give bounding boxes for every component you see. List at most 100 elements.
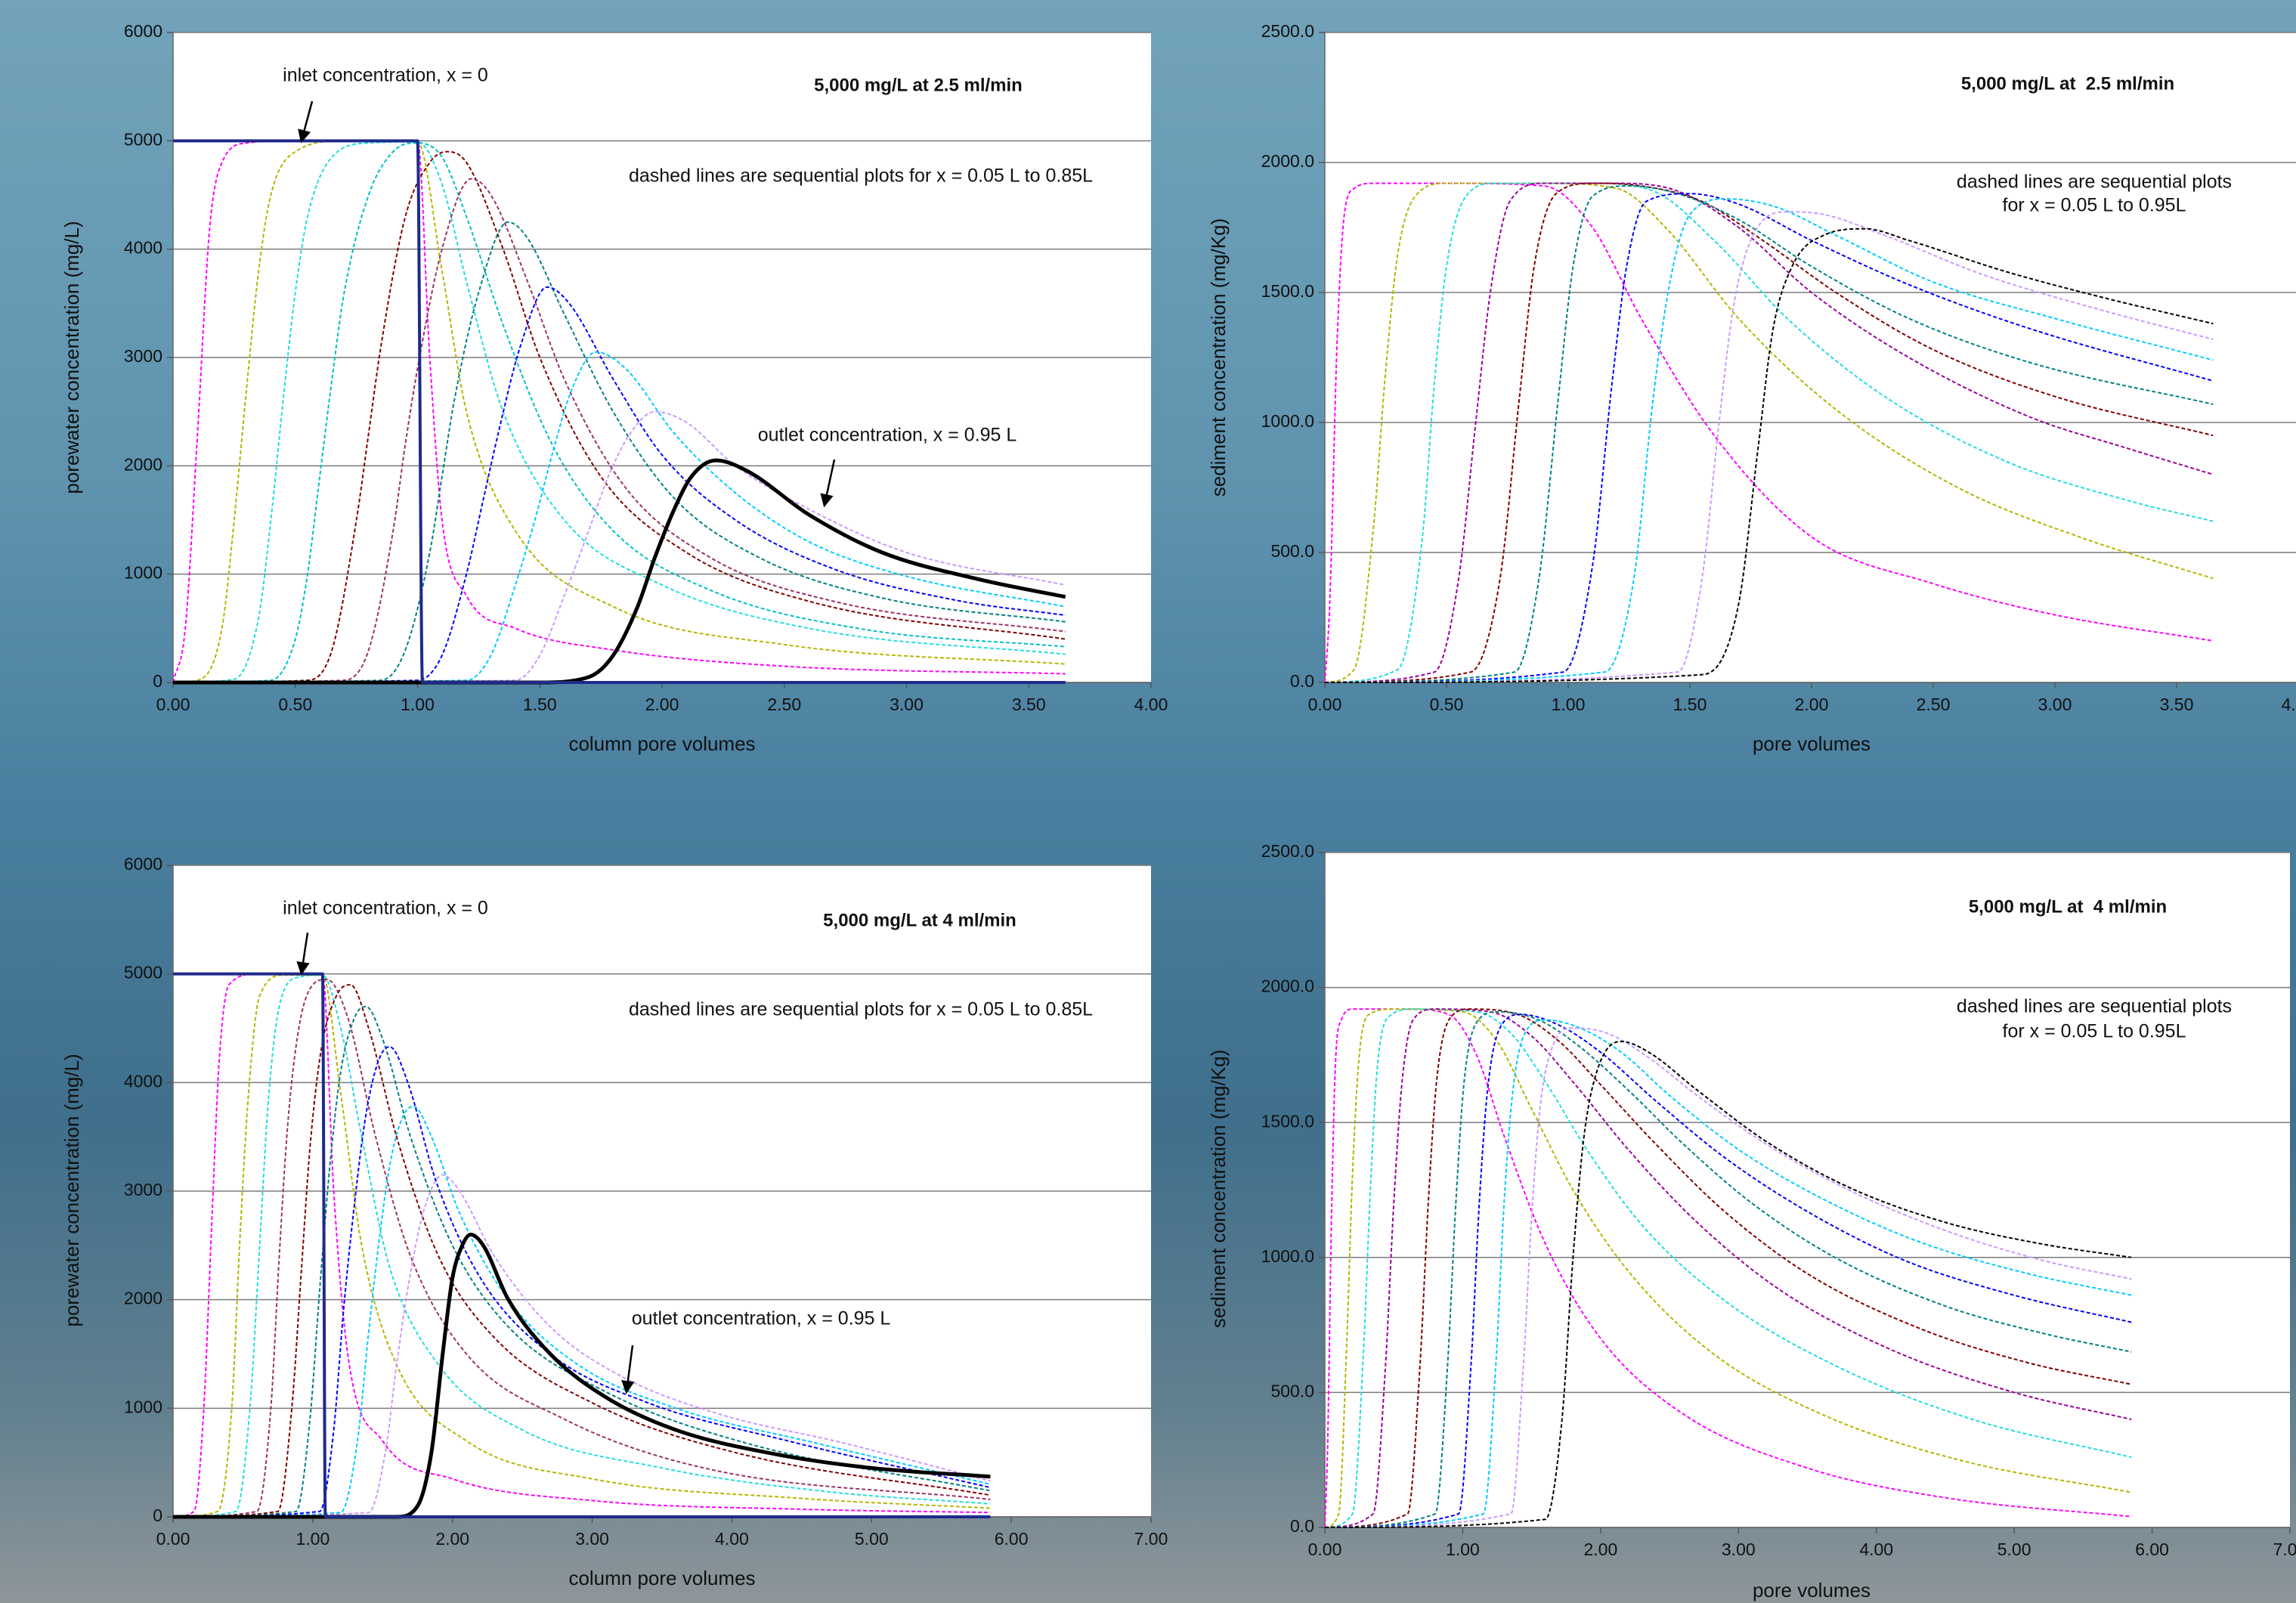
data-line <box>1324 1008 2132 1528</box>
data-line <box>172 410 1066 683</box>
x-tick-label: 3.50 <box>2160 695 2194 714</box>
y-tick-label: 3000 <box>124 1180 162 1199</box>
x-tick-label: 3.00 <box>890 695 924 714</box>
y-tick-label: 500.0 <box>1270 541 1314 561</box>
x-tick-label: 1.00 <box>1552 695 1586 714</box>
y-tick-label: 1000.0 <box>1261 411 1314 431</box>
y-tick-label: 0 <box>153 671 162 691</box>
x-tick-label: 7.00 <box>2273 1540 2296 1559</box>
annotation: dashed lines are sequential plots for x … <box>629 999 1093 1020</box>
x-axis-title: column pore volumes <box>568 732 755 755</box>
data-line <box>1324 182 2214 683</box>
annotation-arrow <box>296 932 310 976</box>
y-tick-label: 6000 <box>124 21 162 41</box>
x-tick-label: 4.00 <box>1859 1540 1893 1559</box>
x-tick-label: 3.00 <box>575 1529 609 1549</box>
x-tick-label: 3.00 <box>2038 695 2072 714</box>
x-tick-label: 2.00 <box>645 695 679 714</box>
data-line <box>1324 1027 2132 1528</box>
x-tick-label: 3.50 <box>1012 695 1046 714</box>
x-tick-label: 4.00 <box>715 1529 749 1549</box>
chart-title: 5,000 mg/L at 2.5 ml/min <box>814 75 1023 95</box>
data-line <box>1324 1008 2132 1528</box>
y-tick-label: 2000.0 <box>1261 151 1314 171</box>
data-line <box>1324 1019 2132 1528</box>
y-tick-label: 5000 <box>124 129 162 149</box>
y-tick-label: 5000 <box>124 963 162 983</box>
annotation: outlet concentration, x = 0.95 L <box>758 425 1017 446</box>
data-line <box>172 351 1066 683</box>
data-line <box>172 984 991 1518</box>
x-axis-title: column pore volumes <box>568 1567 755 1589</box>
x-tick-label: 2.00 <box>1583 1540 1617 1559</box>
y-axis-title: porewater concentration (mg/L) <box>60 221 83 494</box>
chart: 0.0 500.0 1000.0 1500.0 2000.0 2500.0 0.00 1.00… <box>1207 841 2296 1601</box>
data-line <box>172 1105 991 1518</box>
data-line <box>1324 193 2214 683</box>
x-axis-title: pore volumes <box>1753 732 1871 755</box>
chart: 0.0 500.0 1000.0 1500.0 2000.0 2500.0 0.00 0.50… <box>1207 21 2296 755</box>
annotation: for x = 0.05 L to 0.95L <box>2003 195 2186 216</box>
y-axis-title: sediment concentration (mg/Kg) <box>1207 218 1230 497</box>
data-line <box>172 978 991 1518</box>
chart-title: 5,000 mg/L at 4 ml/min <box>1969 896 2167 917</box>
plot-area <box>1325 32 2296 682</box>
data-line <box>1324 182 2214 683</box>
x-tick-label: 0.50 <box>278 695 312 714</box>
y-tick-label: 6000 <box>124 854 162 874</box>
y-tick-label: 1000 <box>124 1397 162 1416</box>
x-tick-label: 0.00 <box>156 695 190 714</box>
annotation: dashed lines are sequential plots for x … <box>629 166 1093 187</box>
x-tick-label: 2.00 <box>1795 695 1829 714</box>
x-tick-label: 1.00 <box>296 1529 330 1549</box>
annotation: dashed lines are sequential plots <box>1957 996 2232 1017</box>
data-line <box>173 1232 991 1519</box>
y-tick-label: 0 <box>153 1506 162 1525</box>
x-tick-label: 4.00 <box>2282 695 2296 714</box>
x-tick-label: 1.50 <box>523 695 557 714</box>
data-line <box>1324 182 2214 683</box>
chart-title: 5,000 mg/L at 4 ml/min <box>823 910 1016 930</box>
y-tick-label: 1500.0 <box>1261 281 1314 301</box>
data-line <box>172 973 991 1518</box>
data-line <box>1324 211 2214 683</box>
annotation: dashed lines are sequential plots <box>1957 172 2232 193</box>
data-line <box>1324 184 2214 683</box>
y-tick-label: 1000 <box>124 563 162 583</box>
plot-area <box>1325 853 2290 1527</box>
data-line <box>1324 182 2214 683</box>
data-line <box>172 140 1066 683</box>
data-line <box>172 142 1066 683</box>
x-tick-label: 4.00 <box>1134 695 1168 714</box>
x-axis-title: pore volumes <box>1753 1579 1871 1601</box>
data-line <box>172 1005 991 1518</box>
y-tick-label: 2000 <box>124 1289 162 1308</box>
x-tick-label: 1.00 <box>1446 1540 1480 1559</box>
x-tick-label: 7.00 <box>1134 1529 1168 1549</box>
x-tick-label: 3.00 <box>1722 1540 1756 1559</box>
x-tick-label: 2.00 <box>435 1529 469 1549</box>
y-tick-label: 0.0 <box>1290 1516 1314 1536</box>
chart: 0 1000 2000 3000 4000 5000 6000 0.00 0.50 1.00 1.5… <box>60 21 1168 755</box>
data-line <box>172 140 1066 683</box>
y-tick-label: 2000.0 <box>1261 976 1314 996</box>
y-tick-label: 4000 <box>124 238 162 258</box>
data-line <box>172 286 1066 683</box>
x-tick-label: 1.00 <box>401 695 435 714</box>
x-tick-label: 5.00 <box>855 1529 889 1549</box>
y-tick-label: 2000 <box>124 454 162 474</box>
annotation: inlet concentration, x = 0 <box>283 65 488 86</box>
data-line <box>1324 1013 2132 1528</box>
annotation-arrow <box>820 459 836 508</box>
x-tick-label: 0.00 <box>156 1529 190 1549</box>
x-tick-label: 6.00 <box>2135 1540 2169 1559</box>
chart: 0 1000 2000 3000 4000 5000 6000 0.00 1.00 2.00 3.0… <box>60 854 1168 1589</box>
y-tick-label: 500.0 <box>1270 1381 1314 1400</box>
y-tick-label: 1000.0 <box>1261 1246 1314 1266</box>
data-line <box>172 221 1066 683</box>
annotation: outlet concentration, x = 0.95 L <box>632 1308 891 1329</box>
annotation-arrow <box>621 1345 635 1394</box>
data-line <box>1324 1041 2132 1528</box>
data-line <box>172 150 1066 683</box>
